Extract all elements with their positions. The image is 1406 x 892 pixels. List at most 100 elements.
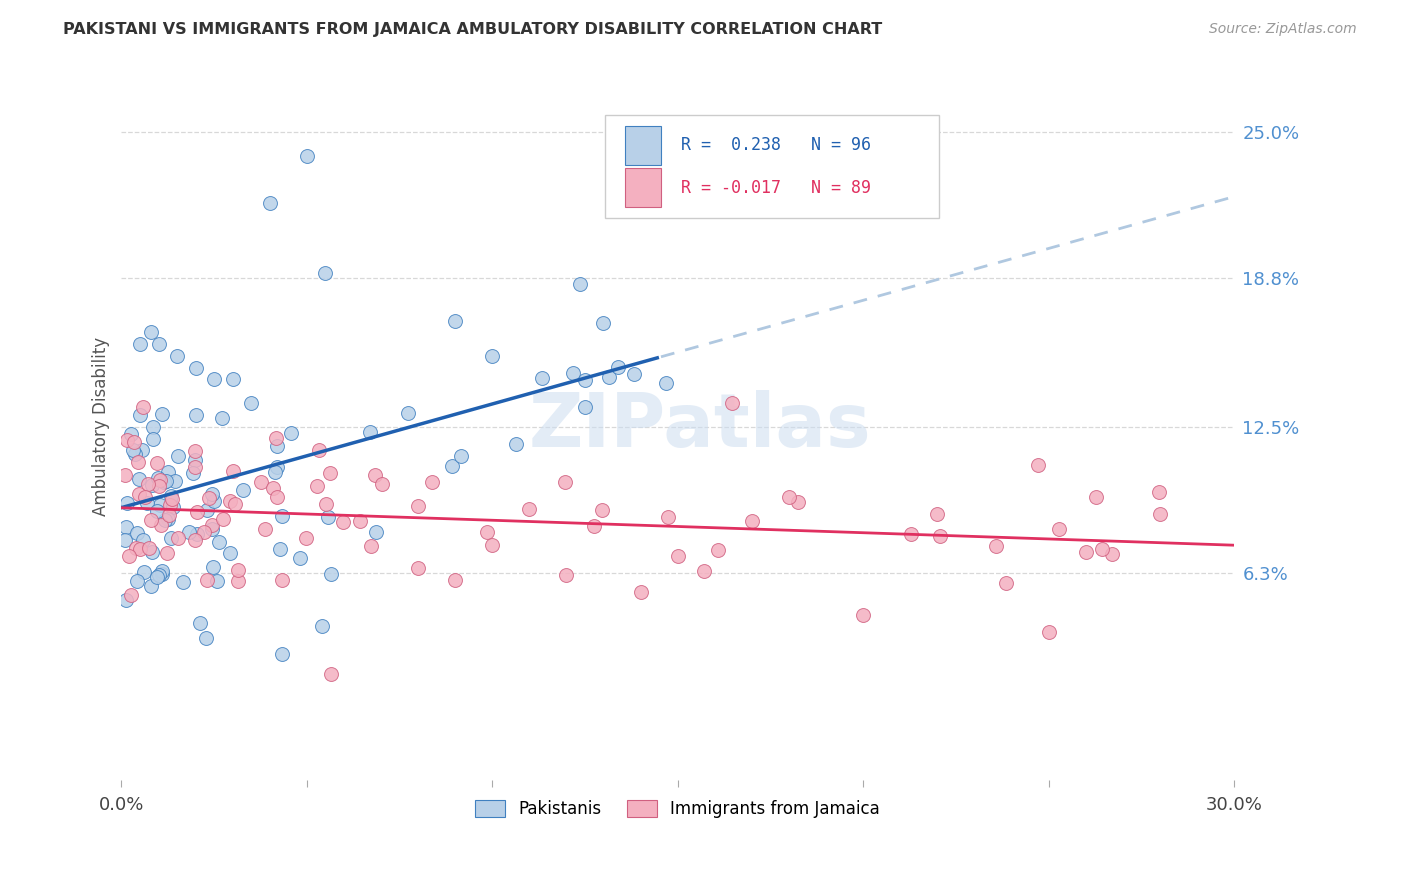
Pakistanis	[201, 522, 224, 536]
Immigrants from Jamaica	[1101, 547, 1123, 561]
Immigrants from Jamaica	[693, 564, 716, 578]
Text: Source: ZipAtlas.com: Source: ZipAtlas.com	[1209, 22, 1357, 37]
Immigrants from Jamaica	[184, 533, 207, 547]
Pakistanis	[655, 376, 678, 390]
Immigrants from Jamaica	[319, 667, 342, 681]
Immigrants from Jamaica	[149, 474, 172, 488]
Immigrants from Jamaica	[159, 508, 181, 522]
Pakistanis	[139, 579, 162, 593]
Immigrants from Jamaica	[120, 588, 142, 602]
Immigrants from Jamaica	[249, 475, 271, 489]
Pakistanis	[568, 277, 591, 291]
Pakistanis	[146, 570, 169, 584]
Immigrants from Jamaica	[1149, 507, 1171, 521]
Immigrants from Jamaica	[444, 573, 467, 587]
Pakistanis	[450, 449, 472, 463]
Pakistanis	[131, 443, 153, 458]
Immigrants from Jamaica	[786, 495, 808, 509]
Immigrants from Jamaica	[1028, 458, 1050, 473]
Pakistanis	[149, 498, 172, 512]
Immigrants from Jamaica	[406, 561, 429, 575]
Immigrants from Jamaica	[138, 541, 160, 555]
Immigrants from Jamaica	[1084, 491, 1107, 505]
Immigrants from Jamaica	[186, 505, 208, 519]
Immigrants from Jamaica	[167, 531, 190, 545]
Immigrants from Jamaica	[555, 568, 578, 582]
Pakistanis	[321, 567, 343, 582]
Pakistanis	[184, 408, 207, 422]
Text: PAKISTANI VS IMMIGRANTS FROM JAMAICA AMBULATORY DISABILITY CORRELATION CHART: PAKISTANI VS IMMIGRANTS FROM JAMAICA AMB…	[63, 22, 883, 37]
Immigrants from Jamaica	[160, 492, 183, 507]
Pakistanis	[270, 647, 292, 661]
Immigrants from Jamaica	[741, 514, 763, 528]
Immigrants from Jamaica	[226, 574, 249, 588]
Immigrants from Jamaica	[927, 507, 949, 521]
Immigrants from Jamaica	[212, 512, 235, 526]
Pakistanis	[211, 411, 233, 425]
Pakistanis	[167, 449, 190, 463]
Immigrants from Jamaica	[995, 576, 1018, 591]
Pakistanis	[184, 453, 207, 467]
Pakistanis	[266, 459, 288, 474]
Pakistanis	[269, 541, 291, 556]
Immigrants from Jamaica	[128, 487, 150, 501]
Pakistanis	[574, 373, 596, 387]
Pakistanis	[115, 496, 138, 510]
Pakistanis	[139, 326, 162, 340]
Pakistanis	[129, 337, 152, 351]
Pakistanis	[574, 400, 596, 414]
Pakistanis	[129, 408, 152, 422]
Pakistanis	[259, 195, 281, 210]
Pakistanis	[146, 471, 169, 485]
Pakistanis	[115, 593, 138, 607]
Pakistanis	[311, 619, 333, 633]
Immigrants from Jamaica	[315, 497, 337, 511]
Pakistanis	[152, 475, 174, 490]
FancyBboxPatch shape	[606, 115, 939, 218]
Pakistanis	[623, 368, 645, 382]
Immigrants from Jamaica	[929, 529, 952, 543]
Immigrants from Jamaica	[707, 543, 730, 558]
Pakistanis	[195, 503, 218, 517]
Pakistanis	[280, 425, 302, 440]
Bar	[626, 126, 661, 165]
Immigrants from Jamaica	[519, 502, 541, 516]
Immigrants from Jamaica	[349, 514, 371, 528]
Immigrants from Jamaica	[124, 435, 146, 450]
Pakistanis	[208, 535, 231, 549]
Immigrants from Jamaica	[364, 467, 387, 482]
Pakistanis	[444, 313, 467, 327]
Pakistanis	[184, 360, 207, 375]
Pakistanis	[142, 420, 165, 434]
Immigrants from Jamaica	[115, 434, 138, 448]
Pakistanis	[195, 631, 218, 645]
Immigrants from Jamaica	[159, 498, 181, 512]
Pakistanis	[592, 316, 614, 330]
Pakistanis	[141, 433, 163, 447]
Pakistanis	[232, 483, 254, 498]
Pakistanis	[264, 465, 287, 479]
Pakistanis	[219, 547, 242, 561]
Pakistanis	[141, 477, 163, 491]
Pakistanis	[398, 406, 420, 420]
Immigrants from Jamaica	[481, 537, 503, 551]
Pakistanis	[114, 533, 136, 548]
Pakistanis	[172, 575, 194, 590]
Pakistanis	[160, 531, 183, 545]
Immigrants from Jamaica	[114, 467, 136, 482]
Pakistanis	[314, 266, 336, 280]
Pakistanis	[148, 337, 170, 351]
Immigrants from Jamaica	[127, 455, 149, 469]
Immigrants from Jamaica	[657, 510, 679, 524]
Immigrants from Jamaica	[266, 431, 288, 445]
Immigrants from Jamaica	[666, 549, 689, 564]
Pakistanis	[135, 496, 157, 510]
Pakistanis	[288, 551, 311, 566]
Immigrants from Jamaica	[197, 491, 219, 506]
Pakistanis	[153, 513, 176, 527]
Immigrants from Jamaica	[184, 443, 207, 458]
Immigrants from Jamaica	[721, 395, 744, 409]
Immigrants from Jamaica	[332, 515, 354, 529]
Pakistanis	[156, 512, 179, 526]
Immigrants from Jamaica	[193, 524, 215, 539]
